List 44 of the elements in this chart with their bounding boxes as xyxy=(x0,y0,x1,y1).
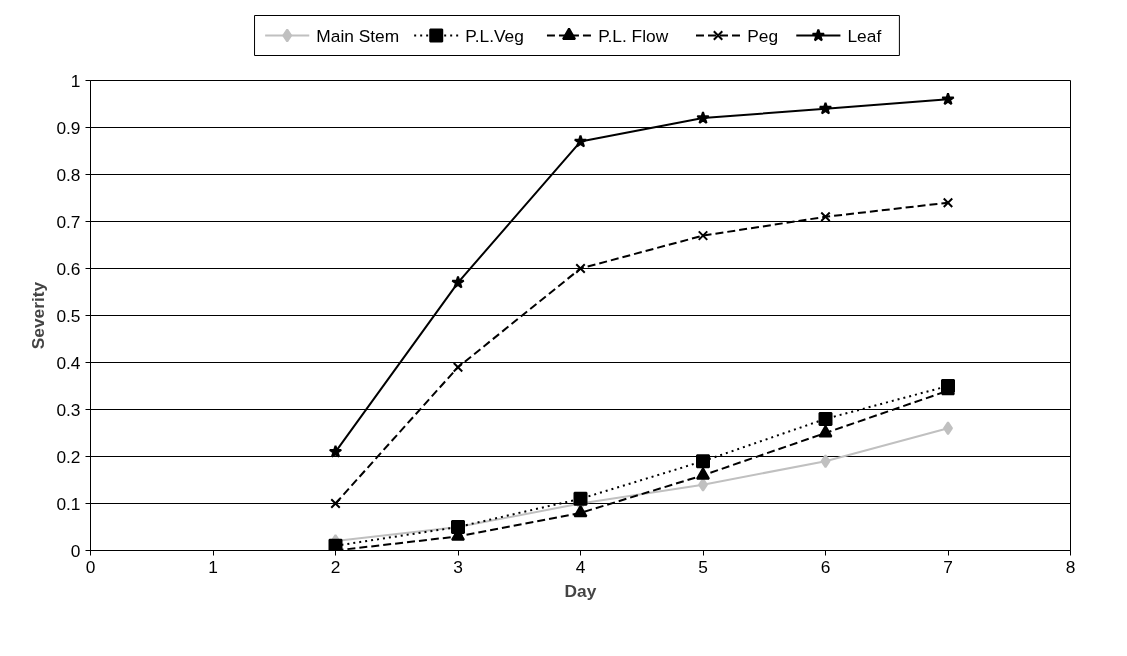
y-tick-label: 0.7 xyxy=(56,211,81,232)
point xyxy=(818,411,833,426)
legend-label: P.L. Flow xyxy=(598,25,669,46)
point xyxy=(328,444,343,458)
y-axis-title: Severity xyxy=(28,281,49,350)
y-tick-label: 0.2 xyxy=(56,446,81,467)
y-tick-label: 0.5 xyxy=(56,305,81,326)
legend-label: Peg xyxy=(747,25,779,46)
x-tick-label: 0 xyxy=(85,556,96,577)
point xyxy=(575,263,586,274)
point xyxy=(696,111,710,124)
x-tick-label: 3 xyxy=(453,556,463,577)
x-tick-label: 1 xyxy=(208,556,218,577)
point xyxy=(820,454,831,469)
x-tick-label: 8 xyxy=(1065,556,1076,577)
x-axis-title: Day xyxy=(564,580,597,601)
y-tick-label: 0.6 xyxy=(56,258,81,279)
legend-label: Leaf xyxy=(847,25,882,46)
x-tick-label: 7 xyxy=(943,556,953,577)
y-tick-label: 0.1 xyxy=(56,493,81,514)
point xyxy=(818,425,833,438)
point xyxy=(696,467,710,480)
x-tick-label: 6 xyxy=(820,556,831,577)
point xyxy=(818,101,833,115)
y-tick-label: 0.4 xyxy=(56,352,81,373)
point xyxy=(573,491,588,506)
legend-label: Main Stem xyxy=(316,25,400,46)
point xyxy=(451,275,465,289)
x-tick-label: 5 xyxy=(698,556,708,577)
legend-label: P.L.Veg xyxy=(465,25,524,46)
point xyxy=(696,454,710,469)
y-tick-label: 0.3 xyxy=(56,399,81,420)
point xyxy=(941,92,955,106)
point xyxy=(697,230,709,241)
x-tick-label: 2 xyxy=(330,556,341,577)
y-tick-label: 0.8 xyxy=(56,164,81,185)
point xyxy=(942,197,954,208)
point xyxy=(573,504,588,518)
y-tick-label: 0 xyxy=(70,540,81,561)
x-tick-label: 4 xyxy=(575,556,586,577)
point xyxy=(573,134,588,148)
y-tick-label: 0.9 xyxy=(56,117,81,138)
point xyxy=(330,498,341,509)
y-tick-label: 1 xyxy=(70,70,81,91)
